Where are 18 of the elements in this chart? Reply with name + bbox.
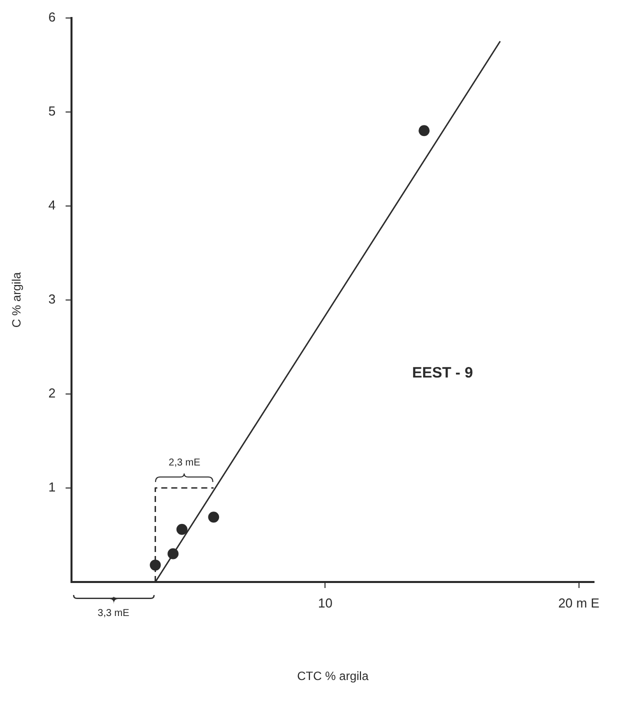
x-axis-title: CTC % argila: [297, 669, 369, 684]
y-tick-label: 3: [48, 291, 56, 306]
text: 3,3 mE: [98, 608, 130, 619]
y-tick-label: 1: [48, 480, 56, 495]
y-tick-label: 6: [48, 9, 56, 24]
point: [208, 512, 220, 523]
y-tick-label: 2: [48, 386, 56, 401]
x-tick-label: 20 m E: [558, 595, 600, 610]
annotation: 2,3 mE: [168, 458, 201, 469]
y-axis-title: C % argila: [10, 272, 24, 328]
point: [150, 560, 161, 571]
x-tick-label: 10: [318, 595, 332, 610]
point: [176, 524, 188, 535]
y-tick-label: 4: [48, 197, 56, 212]
annotation: EEST - 9: [412, 364, 473, 382]
point: [168, 548, 179, 560]
y-tick-label: 5: [48, 103, 56, 118]
point: [418, 125, 430, 136]
